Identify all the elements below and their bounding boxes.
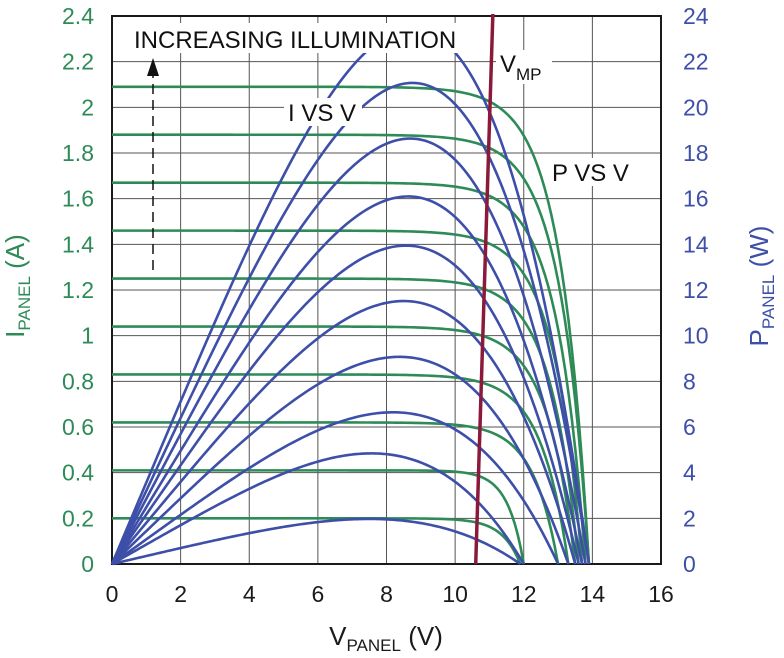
y-right-tick-label: 20 — [683, 94, 709, 120]
current-curve — [112, 181, 587, 565]
power-curve — [111, 452, 525, 566]
x-tick-label: 2 — [174, 581, 187, 607]
current-curve — [112, 421, 560, 565]
x-tick-label: 16 — [648, 581, 674, 607]
y-left-tick-label: 0.6 — [62, 414, 94, 440]
y-left-tick-label: 2.2 — [62, 49, 94, 75]
current-curve — [112, 325, 577, 565]
y-left-tick-label: 1.4 — [62, 231, 94, 257]
tick-labels: 0 2 4 6 8 10 12 14 1600.20.40.60.811.21.41.61.82… — [62, 3, 709, 607]
y-right-tick-label: 14 — [683, 231, 709, 257]
x-tick-label: 14 — [580, 581, 606, 607]
current-curve — [112, 133, 591, 565]
x-tick-label: 10 — [442, 581, 468, 607]
power-curve — [111, 299, 577, 565]
current-curve — [112, 85, 591, 565]
power-curve — [110, 195, 584, 565]
power-curves — [110, 27, 591, 566]
y-left-tick-label: 2 — [81, 94, 94, 120]
y-left-tick-label: 0.4 — [62, 460, 94, 486]
up-arrow-icon — [147, 58, 159, 76]
y-right-tick-label: 24 — [683, 3, 709, 29]
vmp-label-bg — [496, 50, 552, 84]
increasing-illumination-label: INCREASING ILLUMINATION — [134, 27, 456, 54]
y-right-axis-title: PPANEL (W) — [744, 226, 778, 347]
power-curve — [110, 137, 587, 565]
current-curve — [112, 277, 580, 565]
y-right-tick-label: 0 — [683, 551, 696, 577]
y-left-tick-label: 0.8 — [62, 368, 94, 394]
y-right-tick-label: 2 — [683, 505, 696, 531]
x-tick-label: 0 — [106, 581, 119, 607]
y-right-tick-label: 8 — [683, 368, 696, 394]
y-left-tick-label: 0.2 — [62, 505, 94, 531]
power-curve — [111, 355, 570, 565]
y-left-tick-label: 0 — [81, 551, 94, 577]
current-curves — [112, 85, 591, 565]
y-left-tick-label: 1.2 — [62, 277, 94, 303]
p-vs-v-label: P VS V — [552, 160, 629, 187]
current-curve — [112, 373, 570, 565]
y-left-axis-title: IPANEL (A) — [0, 234, 34, 338]
y-right-tick-label: 4 — [683, 460, 696, 486]
current-curve — [112, 517, 522, 565]
power-curve — [110, 27, 591, 565]
x-tick-label: 4 — [243, 581, 256, 607]
power-curve — [111, 517, 522, 566]
plot-frame — [111, 15, 662, 565]
vmp-label: VMP — [500, 51, 542, 84]
pvsv-label-bg — [548, 158, 632, 186]
current-curve — [112, 469, 526, 565]
y-right-tick-label: 22 — [683, 49, 709, 75]
increasing-label-bg — [130, 23, 468, 53]
power-curve — [110, 244, 580, 565]
power-curve — [111, 410, 560, 566]
y-left-tick-label: 1 — [81, 323, 94, 349]
y-right-tick-label: 12 — [683, 277, 709, 303]
y-right-tick-label: 10 — [683, 323, 709, 349]
y-right-tick-label: 16 — [683, 186, 709, 212]
x-axis-title: VPANEL (V) — [329, 621, 443, 655]
ivsv-label-bg — [284, 98, 362, 126]
x-tick-label: 12 — [511, 581, 537, 607]
y-left-tick-label: 1.6 — [62, 186, 94, 212]
y-left-tick-label: 1.8 — [62, 140, 94, 166]
x-tick-label: 8 — [380, 581, 393, 607]
y-left-tick-label: 2.4 — [62, 3, 94, 29]
y-right-tick-label: 6 — [683, 414, 696, 440]
i-vs-v-label: I VS V — [288, 100, 356, 127]
y-right-tick-label: 18 — [683, 140, 709, 166]
x-tick-label: 6 — [311, 581, 324, 607]
current-curve — [112, 229, 584, 565]
vmp-line — [473, 13, 495, 565]
